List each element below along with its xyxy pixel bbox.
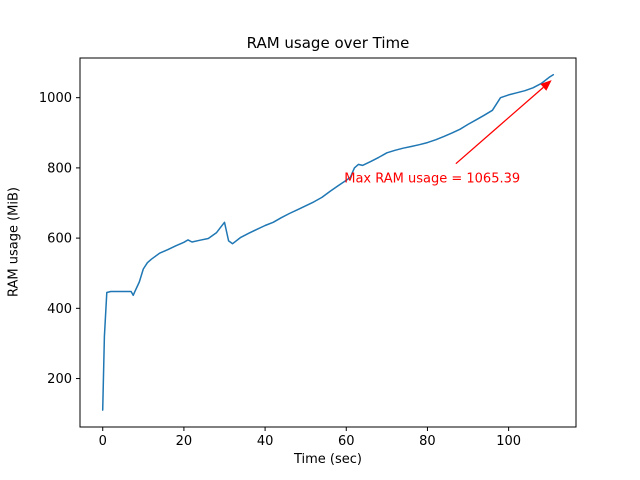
y-tick-label: 1000 (39, 91, 72, 106)
axes-frame (79, 57, 577, 428)
y-tick-label: 600 (47, 232, 72, 247)
ram-usage-line (101, 73, 555, 411)
max-annotation-arrowhead (540, 80, 552, 91)
max-annotation-text: Max RAM usage = 1065.39 (344, 172, 520, 187)
x-tick-label: 60 (338, 434, 355, 449)
x-tick-label: 40 (257, 434, 274, 449)
chart-title: RAM usage over Time (246, 34, 410, 52)
x-tick-label: 100 (496, 434, 521, 449)
x-tick-label: 0 (99, 434, 107, 449)
x-axis-label: Time (sec) (293, 452, 362, 467)
x-tick-label: 80 (419, 434, 436, 449)
max-annotation-arrow (455, 86, 544, 165)
y-tick-label: 800 (47, 161, 72, 176)
y-tick-label: 200 (47, 372, 72, 387)
x-tick-label: 20 (176, 434, 193, 449)
y-tick-label: 400 (47, 302, 72, 317)
